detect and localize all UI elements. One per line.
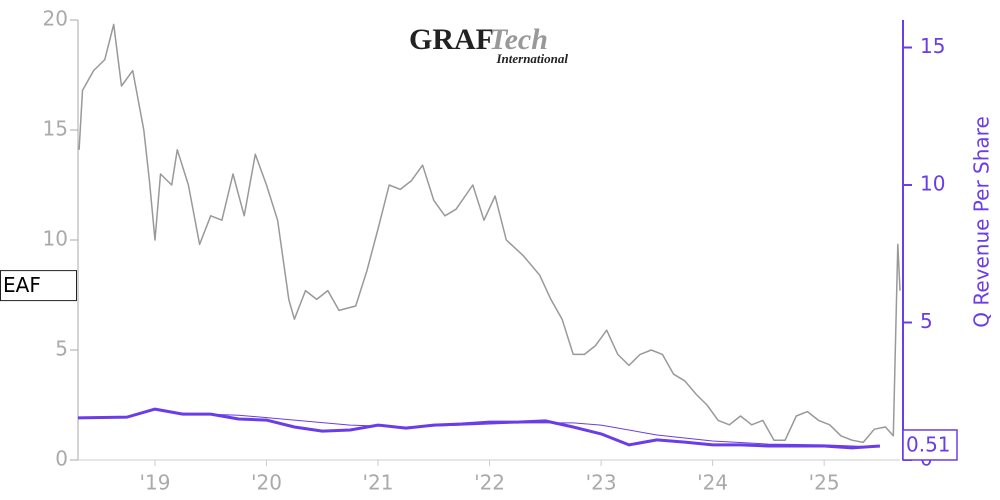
ticker-label: EAF [3, 273, 41, 297]
x-tick-label: '20 [251, 471, 282, 495]
y-tick-label: 0 [55, 447, 68, 471]
y-tick-label: 20 [43, 7, 68, 31]
series-line [77, 407, 881, 450]
logo-main: GRAF [409, 23, 494, 56]
y2-axis-label: Q Revenue Per Share [970, 116, 994, 328]
y-tick-label: 5 [55, 337, 68, 361]
x-tick-label: '21 [363, 471, 394, 495]
x-tick-label: '23 [586, 471, 617, 495]
y-tick-label: 15 [43, 117, 68, 141]
y-tick-label: 10 [43, 227, 68, 251]
logo-sub: International [495, 51, 568, 66]
last-value-label: 0.51 [906, 432, 951, 456]
y2-tick-label: 5 [920, 309, 933, 333]
x-tick-label: '25 [809, 471, 840, 495]
series-line [182, 412, 880, 448]
ticker-box [0, 270, 77, 302]
last-value-box [902, 429, 958, 461]
y2-tick-label: 15 [920, 34, 945, 58]
x-tick-label: '24 [697, 471, 728, 495]
x-tick-label: '19 [139, 471, 170, 495]
logo-accent: Tech [489, 23, 548, 56]
x-tick-label: '22 [474, 471, 505, 495]
series-line [78, 23, 901, 444]
y2-tick-label: 10 [920, 172, 945, 196]
